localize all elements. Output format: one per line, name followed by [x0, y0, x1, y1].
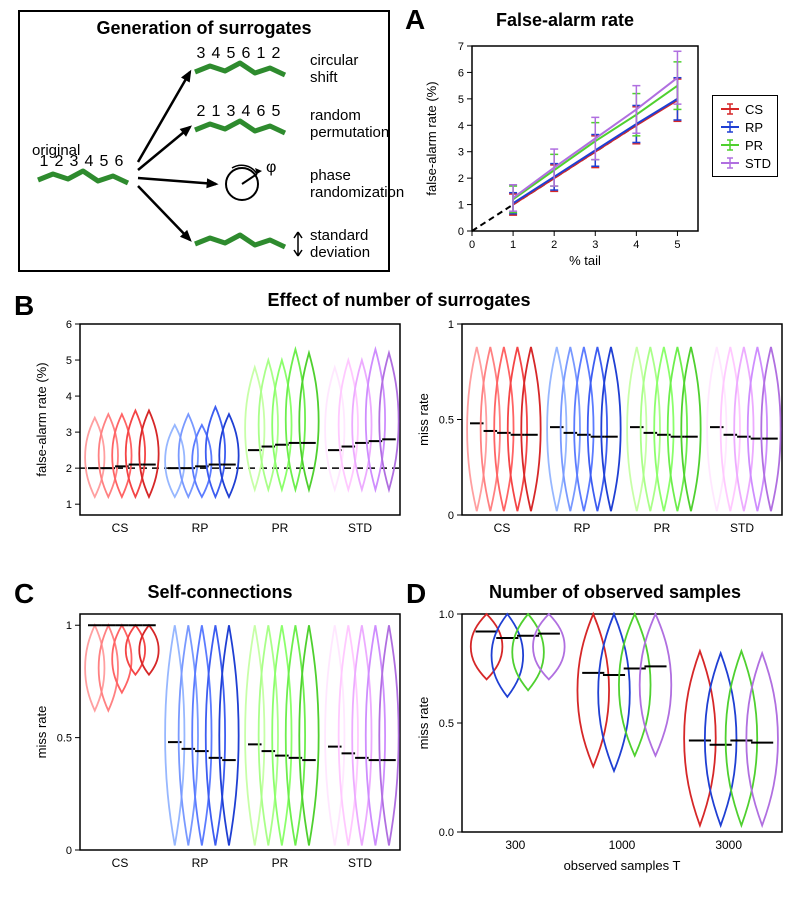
svg-text:1: 1: [66, 620, 72, 632]
label-pr: phase randomization: [310, 167, 404, 201]
svg-text:false-alarm rate (%): false-alarm rate (%): [34, 362, 49, 476]
svg-text:STD: STD: [348, 856, 372, 870]
svg-text:0.5: 0.5: [439, 718, 454, 730]
svg-text:observed samples T: observed samples T: [564, 858, 681, 873]
svg-text:0: 0: [448, 510, 454, 522]
svg-text:5: 5: [272, 103, 281, 120]
svg-text:5: 5: [458, 94, 464, 106]
svg-text:3: 3: [197, 45, 206, 62]
svg-text:2: 2: [458, 173, 464, 185]
legend-item: PR: [719, 136, 771, 154]
panel-c-chart: 0 0.5 1 miss rate CS RP PR STD: [30, 606, 410, 876]
svg-text:6: 6: [115, 153, 124, 170]
panel-b-right-chart: 0 0.5 1 miss rate CS RP PR STD: [412, 316, 792, 541]
panel-a-chart: 0 1 2 3 4 5 0 1 2 3 4 5 6 7 % tail false-alarm rate (%): [420, 36, 710, 271]
figure-root: Generation of surrogates 123456 345612 2…: [0, 0, 798, 897]
svg-text:5: 5: [66, 355, 72, 367]
svg-text:PR: PR: [654, 521, 671, 535]
svg-text:CS: CS: [494, 521, 511, 535]
svg-text:0.5: 0.5: [439, 415, 454, 427]
svg-text:4: 4: [633, 239, 639, 251]
panel-d-title: Number of observed samples: [440, 582, 790, 603]
panel-b-title: Effect of number of surrogates: [0, 290, 798, 311]
svg-text:miss rate: miss rate: [34, 706, 49, 759]
panel-a-title: False-alarm rate: [440, 10, 690, 31]
diagram-title: Generation of surrogates: [20, 18, 388, 39]
panel-d-chart: 0.0 0.5 1.0 miss rate observed samples T 300 1…: [412, 606, 792, 876]
svg-text:false-alarm rate (%): false-alarm rate (%): [424, 81, 439, 195]
legend-item: CS: [719, 100, 771, 118]
svg-text:φ: φ: [266, 159, 276, 176]
svg-text:STD: STD: [730, 521, 754, 535]
svg-text:5: 5: [674, 239, 680, 251]
svg-text:1: 1: [510, 239, 516, 251]
svg-text:miss rate: miss rate: [416, 697, 431, 750]
legend-item: STD: [719, 154, 771, 172]
surrogate-diagram: Generation of surrogates 123456 345612 2…: [18, 10, 390, 272]
svg-text:RP: RP: [192, 521, 209, 535]
panel-a-label: A: [405, 4, 425, 36]
label-original: original: [32, 142, 80, 159]
svg-text:1: 1: [212, 103, 221, 120]
svg-text:1: 1: [257, 45, 266, 62]
svg-text:4: 4: [458, 120, 464, 132]
svg-text:0: 0: [66, 845, 72, 857]
svg-text:RP: RP: [574, 521, 591, 535]
svg-text:miss rate: miss rate: [416, 393, 431, 446]
svg-text:3: 3: [227, 103, 236, 120]
svg-text:4: 4: [212, 45, 221, 62]
svg-text:% tail: % tail: [569, 253, 601, 268]
svg-text:6: 6: [66, 319, 72, 331]
svg-text:STD: STD: [348, 521, 372, 535]
svg-text:5: 5: [100, 153, 109, 170]
svg-text:4: 4: [242, 103, 251, 120]
svg-text:1: 1: [458, 200, 464, 212]
svg-text:3000: 3000: [715, 838, 742, 852]
label-cs: circular shift: [310, 52, 358, 86]
svg-text:1000: 1000: [609, 838, 636, 852]
svg-text:0.0: 0.0: [439, 827, 454, 839]
svg-text:1.0: 1.0: [439, 609, 454, 621]
svg-text:0: 0: [458, 226, 464, 238]
svg-text:2: 2: [197, 103, 206, 120]
svg-text:6: 6: [242, 45, 251, 62]
svg-text:4: 4: [66, 391, 72, 403]
svg-text:RP: RP: [192, 856, 209, 870]
panel-a-legend: CSRPPRSTD: [712, 95, 778, 177]
svg-text:2: 2: [551, 239, 557, 251]
svg-text:3: 3: [592, 239, 598, 251]
svg-text:7: 7: [458, 41, 464, 53]
svg-text:1: 1: [448, 319, 454, 331]
svg-text:PR: PR: [272, 856, 289, 870]
svg-text:5: 5: [227, 45, 236, 62]
svg-text:6: 6: [257, 103, 266, 120]
svg-text:1: 1: [66, 499, 72, 511]
panel-b-left-chart: 1 2 3 4 5 6 false-alarm rate (%) CS RP PR STD: [30, 316, 410, 541]
svg-text:0: 0: [469, 239, 475, 251]
panel-c-title: Self-connections: [60, 582, 380, 603]
svg-text:2: 2: [272, 45, 281, 62]
svg-text:6: 6: [458, 67, 464, 79]
label-std: standard deviation: [310, 227, 370, 261]
svg-text:2: 2: [66, 463, 72, 475]
legend-item: RP: [719, 118, 771, 136]
svg-text:PR: PR: [272, 521, 289, 535]
svg-text:0.5: 0.5: [57, 733, 72, 745]
svg-text:3: 3: [458, 147, 464, 159]
svg-text:3: 3: [66, 427, 72, 439]
label-rp: random permutation: [310, 107, 389, 141]
svg-text:300: 300: [505, 838, 525, 852]
svg-text:4: 4: [85, 153, 94, 170]
svg-text:CS: CS: [112, 521, 129, 535]
svg-text:CS: CS: [112, 856, 129, 870]
